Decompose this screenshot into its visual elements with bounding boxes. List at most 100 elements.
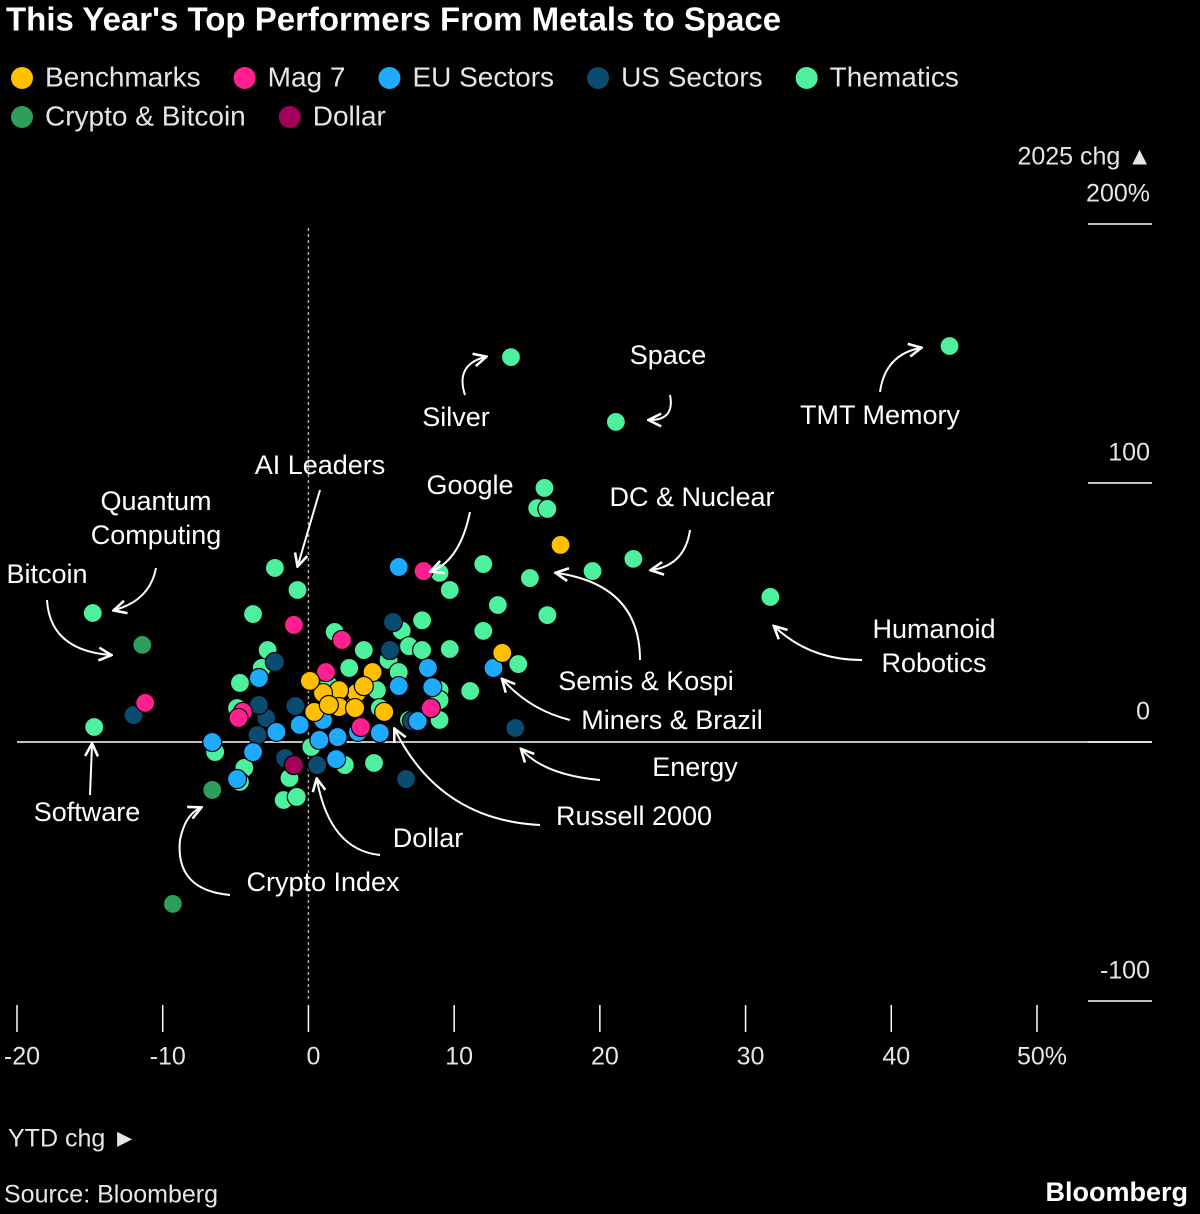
point — [162, 893, 184, 914]
point — [473, 553, 494, 575]
legend-label: US Sectors — [621, 61, 763, 92]
legend-item: Dollar — [278, 100, 386, 131]
point — [508, 653, 529, 675]
legend-item: Mag 7 — [233, 61, 345, 92]
legend-marker — [233, 67, 256, 89]
point — [500, 347, 522, 368]
point — [505, 717, 526, 739]
point — [379, 639, 401, 661]
annotation-arrow — [652, 529, 691, 570]
point — [84, 716, 105, 738]
legend-item: US Sectors — [587, 61, 763, 92]
annotation: Space — [630, 340, 707, 370]
legend-marker — [795, 67, 818, 89]
annotation: Humanoid — [872, 614, 995, 644]
annotation-arrow — [317, 780, 381, 856]
annotation-arrow — [298, 489, 321, 565]
legend-label: Thematics — [830, 61, 959, 92]
annotation: Robotics — [881, 648, 986, 678]
point — [439, 579, 460, 601]
point — [242, 742, 264, 763]
point — [417, 657, 439, 679]
point — [623, 548, 644, 569]
x-tick-label: -10 — [150, 1043, 186, 1071]
y-tick-label: 0 — [1136, 698, 1150, 726]
annotation: Miners & Brazil — [581, 705, 763, 735]
point — [395, 768, 417, 790]
point — [327, 726, 348, 748]
point — [135, 692, 156, 713]
point — [492, 642, 513, 664]
point — [537, 604, 558, 626]
x-tick-label: 40 — [882, 1043, 910, 1071]
x-tick-label: -20 — [4, 1043, 40, 1071]
y-tick-label: 200% — [1086, 180, 1150, 208]
legend-marker — [587, 67, 610, 89]
legend-item: Crypto & Bitcoin — [11, 100, 246, 131]
point — [344, 697, 366, 719]
point — [413, 560, 434, 582]
point — [339, 657, 360, 679]
legend-item: EU Sectors — [378, 61, 554, 92]
point — [460, 680, 481, 702]
point — [411, 610, 433, 631]
point — [369, 722, 390, 744]
annotation-arrow — [46, 599, 110, 655]
point — [287, 579, 308, 601]
point — [519, 567, 541, 589]
point — [286, 786, 307, 808]
annotation: Bitcoin — [6, 559, 87, 589]
annotation: Dollar — [393, 823, 464, 853]
point — [350, 716, 371, 738]
point — [382, 611, 404, 633]
point — [228, 707, 249, 729]
point — [264, 651, 286, 673]
legend-marker — [11, 67, 33, 89]
legend-marker — [278, 106, 301, 128]
point — [123, 704, 144, 726]
annotation: Google — [426, 470, 513, 500]
annotation: Russell 2000 — [556, 801, 712, 831]
point — [353, 675, 374, 697]
point — [388, 556, 409, 578]
legend-label: EU Sectors — [412, 61, 554, 92]
point — [760, 586, 781, 608]
annotation: Energy — [652, 752, 738, 782]
y-axis-label: 2025 chg ▲ — [1017, 143, 1152, 171]
point — [483, 657, 504, 679]
annotation-arrow — [461, 357, 486, 396]
point — [331, 629, 353, 651]
point — [283, 754, 304, 776]
point — [289, 714, 310, 736]
annotation: Computing — [91, 520, 222, 550]
point — [318, 694, 339, 716]
annotation-arrow — [775, 627, 863, 661]
legend-item: Thematics — [795, 61, 959, 92]
brand: Bloomberg — [1045, 1177, 1188, 1207]
point — [550, 534, 571, 556]
annotation: Software — [34, 797, 141, 827]
annotation: AI Leaders — [255, 450, 386, 480]
point — [363, 752, 385, 774]
point — [242, 603, 264, 625]
point — [411, 639, 433, 661]
annotation-arrow — [395, 730, 541, 826]
point — [132, 634, 153, 655]
point — [82, 602, 103, 624]
point — [534, 477, 555, 499]
point — [420, 697, 441, 719]
point — [283, 614, 304, 636]
point — [248, 667, 269, 689]
point — [299, 670, 320, 691]
x-tick-label: 0 — [306, 1043, 320, 1071]
annotation-arrow — [432, 511, 471, 571]
point — [202, 779, 223, 801]
point — [229, 672, 251, 694]
legend-marker — [11, 106, 33, 128]
point — [473, 620, 494, 641]
point — [422, 676, 443, 698]
point — [307, 754, 328, 776]
annotation-arrow — [178, 808, 231, 896]
point — [266, 721, 287, 742]
annotation: Silver — [422, 402, 490, 432]
